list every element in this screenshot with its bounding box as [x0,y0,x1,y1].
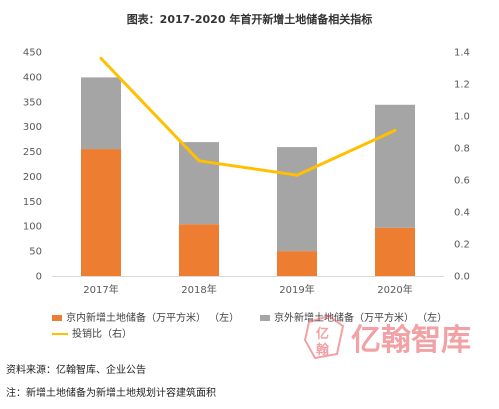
legend-label-beijing: 京内新增土地储备（万平方米） （左） [66,313,240,324]
bar-outside [179,142,219,225]
x-axis-categories: 2017年 2018年 2019年 2020年 [83,283,412,296]
left-tick-label: 300 [23,122,42,133]
legend-swatch-ratio [52,333,68,335]
legend-swatch-outside [260,315,270,321]
bar-outside [277,147,317,252]
x-category-label: 2017年 [83,283,118,296]
right-tick-label: 0.8 [454,144,470,155]
ratio-line [99,56,397,177]
right-tick-label: 1.4 [454,48,470,59]
right-tick-label: 1.2 [454,80,470,91]
ratio-point [295,173,299,177]
bar-outside [375,104,415,228]
logo-char-bottom: 翰 [316,342,330,358]
ratio-point [393,128,397,132]
right-tick-label: 0.2 [454,240,470,251]
bars [81,77,415,276]
logo-char-top: 亿 [316,326,329,342]
legend-item-ratio: 投销比（右） [52,325,132,340]
footnote: 注：新增土地储备为新增土地规划计容建筑面积 [6,388,216,399]
left-tick-label: 200 [23,172,42,183]
logo-shape-icon [303,314,345,360]
legend-item-beijing: 京内新增土地储备（万平方米） （左） [52,309,239,324]
bar-beijing [81,149,121,276]
bar-outside [81,77,121,150]
x-category-label: 2020年 [377,283,412,296]
left-tick-label: 250 [23,147,42,158]
ratio-point [197,159,201,163]
left-tick-label: 100 [23,222,42,233]
ratio-polyline [99,57,396,177]
right-axis-ticks: 0.0 0.2 0.4 0.6 0.8 1.0 1.2 1.4 [454,48,470,283]
watermark-text: 亿翰智库 [351,323,471,358]
right-tick-label: 0.0 [454,272,470,283]
left-tick-label: 0 [36,272,42,283]
bar-beijing [179,224,219,276]
left-tick-label: 400 [23,72,42,83]
chart-title: 图表：2017-2020 年首开新增土地储备相关指标 [126,13,373,26]
legend-swatch-beijing [52,315,62,321]
left-axis-ticks: 0 50 100 150 200 250 300 350 400 450 [23,48,42,283]
left-tick-label: 50 [29,247,42,258]
legend-label-outside: 京外新增土地储备（万平方米） （左） [274,313,448,324]
legend-label-ratio: 投销比（右） [72,329,132,340]
left-tick-label: 450 [23,48,42,59]
legend-item-outside: 京外新增土地储备（万平方米） （左） [260,309,447,324]
x-category-label: 2019年 [279,283,314,296]
watermark-logo: 亿 翰 亿翰智库 [303,314,471,360]
left-tick-label: 150 [23,197,42,208]
watermark: 亿 翰 亿翰智库 [303,314,499,364]
bar-beijing [277,251,317,276]
left-tick-label: 350 [23,97,42,108]
right-tick-label: 0.6 [454,176,470,187]
right-tick-label: 1.0 [454,112,470,123]
source-note: 资料来源：亿翰智库、企业公告 [6,365,146,376]
ratio-point [99,56,103,60]
x-category-label: 2018年 [181,283,216,296]
bar-beijing [375,227,415,276]
right-tick-label: 0.4 [454,208,470,219]
